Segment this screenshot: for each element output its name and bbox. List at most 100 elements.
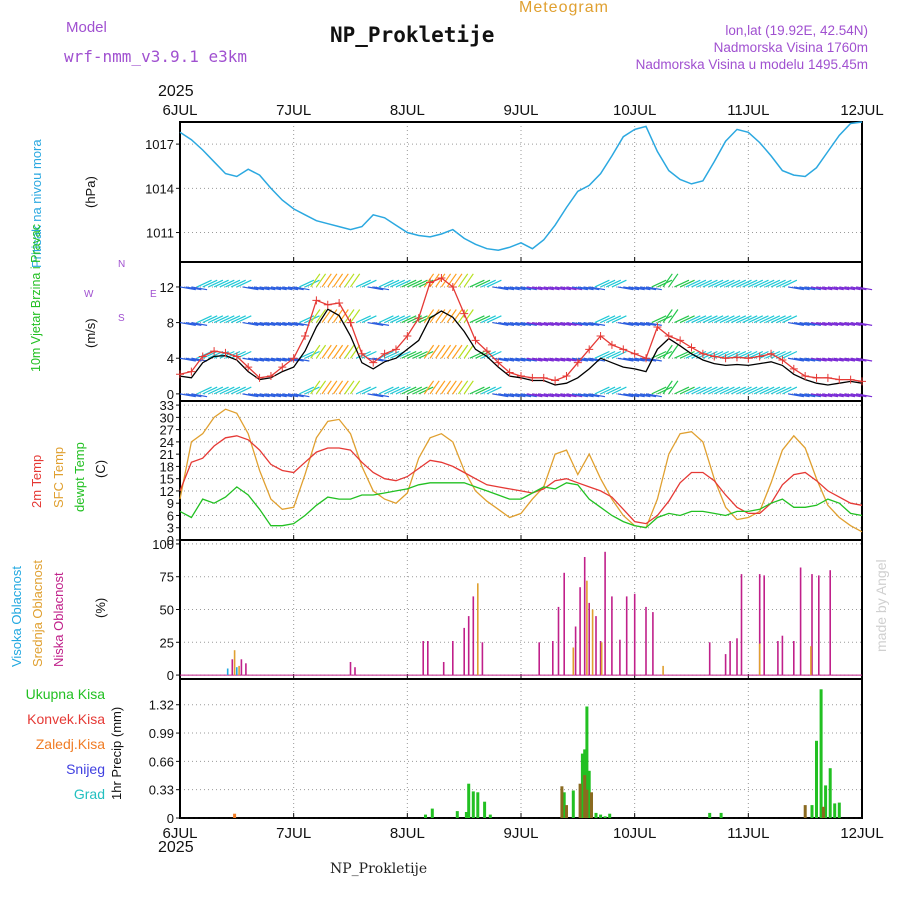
wind-barb: [799, 393, 816, 398]
wind-barb: [662, 273, 673, 288]
wind-barb: [810, 357, 827, 362]
conv-precip-bar: [590, 792, 593, 818]
mid-cloud-bar: [586, 580, 588, 676]
wind-barb: [679, 386, 695, 395]
wind-barb: [469, 315, 485, 324]
wind-barb: [657, 315, 673, 324]
y-tick-label: 4: [167, 351, 174, 366]
wind-barb: [401, 279, 417, 288]
conv-precip-bar: [585, 789, 589, 818]
wind-barb: [708, 386, 724, 395]
wind-barb: [583, 286, 600, 291]
low-cloud-bar: [604, 551, 606, 676]
wind-barb: [844, 357, 861, 362]
wind-barb: [515, 357, 532, 362]
low-cloud-bar: [574, 626, 577, 675]
wind-barb: [185, 286, 202, 291]
total-precip-bar: [828, 768, 832, 818]
wind-barb: [293, 321, 310, 326]
wind-barb: [617, 321, 634, 326]
wind-barb: [179, 393, 196, 398]
wind-barb: [765, 279, 781, 288]
wind-barb: [810, 321, 827, 326]
wind-barb: [304, 279, 320, 288]
wind-barb: [265, 393, 282, 398]
wind-barb: [440, 380, 452, 395]
total-precip-bar: [455, 811, 459, 818]
wind-barb: [486, 386, 502, 395]
wind-barb: [321, 309, 332, 323]
y-tick-label: 15: [160, 472, 174, 487]
wind-barb: [532, 286, 549, 291]
wind-barb: [611, 315, 627, 324]
total-precip-bar: [824, 785, 828, 818]
wind-barb: [719, 386, 735, 395]
y-tick-label: 0: [167, 533, 174, 548]
gust-marker: [289, 354, 298, 363]
wind-barb: [367, 321, 384, 326]
x-axis-label-bottom: 10JUL: [613, 825, 656, 842]
gust-marker: [539, 373, 548, 382]
dewpt-line: [179, 482, 863, 529]
wind-barb: [799, 286, 816, 291]
wind-barb: [248, 321, 265, 326]
y-tick-label: 30: [160, 410, 174, 425]
wind-barb: [657, 386, 673, 395]
conv-precip-bar: [803, 805, 807, 818]
wind-barb: [554, 321, 572, 326]
wind-barb: [549, 321, 566, 326]
wind-barb: [805, 357, 822, 362]
wind-barb: [634, 357, 651, 362]
wind-barb: [265, 357, 282, 362]
wind-barb: [418, 386, 434, 395]
wind-barb: [361, 279, 377, 288]
precip-title-conv: Konvek.Kisa: [27, 711, 105, 727]
wind-barb: [708, 350, 724, 359]
gust-marker: [232, 352, 241, 361]
x-axis-label-top: 12JUL: [840, 102, 883, 119]
model-name: wrf-nmm_v3.9.1 e3km: [64, 47, 248, 66]
wind-barb: [486, 279, 502, 288]
wind-barb: [589, 357, 606, 362]
wind-barb: [549, 357, 566, 362]
wind-barb: [628, 286, 645, 291]
wind-barb: [230, 386, 246, 395]
wind-barb: [423, 380, 435, 395]
wind-barb: [423, 309, 435, 323]
wind-barb: [668, 380, 679, 395]
x-axis-label-bottom: 6JUL: [162, 825, 197, 842]
wind-barb: [702, 386, 718, 395]
sfc-temp-line: [179, 408, 863, 533]
wind-barb: [736, 315, 752, 324]
wind-barb: [185, 321, 202, 326]
wind-barb: [378, 315, 394, 324]
wind-barb: [742, 350, 758, 359]
mid-cloud-bar: [600, 642, 603, 676]
gust-marker: [732, 353, 741, 362]
wind-barb: [236, 350, 252, 359]
wind-barb: [287, 321, 304, 326]
wind-barb: [526, 357, 543, 362]
wind-barb: [827, 393, 844, 398]
wind-barb: [543, 321, 560, 326]
conv-precip-bar: [583, 775, 587, 818]
y-tick-label: 3: [167, 521, 174, 536]
wind-barb: [668, 344, 679, 359]
wind-barb: [628, 393, 645, 398]
wind-barb: [708, 279, 724, 288]
mid-cloud-bar: [572, 647, 575, 675]
wind-barb: [265, 321, 282, 326]
low-cloud-bar: [724, 654, 727, 676]
y-tick-label: 25: [160, 635, 174, 650]
wind-barb: [623, 393, 640, 398]
wind-barb: [543, 357, 560, 362]
low-cloud-bar: [563, 572, 565, 676]
wind-barb: [276, 393, 293, 398]
wind-barb: [480, 279, 496, 288]
wind-barb: [327, 273, 338, 288]
gust-marker: [607, 340, 616, 349]
wind-barb: [384, 315, 400, 324]
wind-barb: [816, 393, 833, 398]
total-precip-bar: [587, 770, 591, 818]
